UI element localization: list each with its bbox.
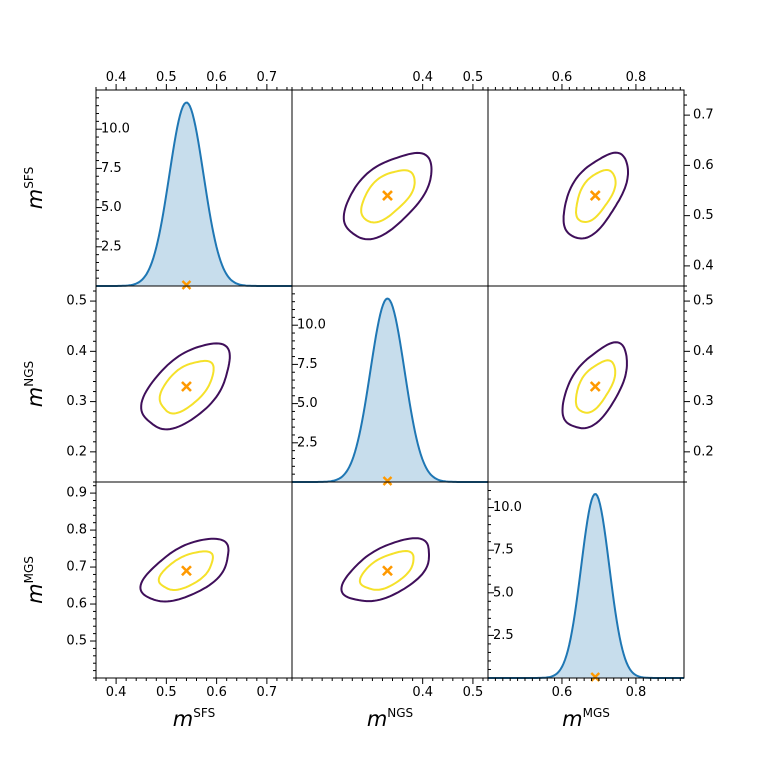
- density-tick-label: 2.5: [101, 239, 122, 254]
- y-axis-label-mgs: mMGS: [22, 556, 47, 604]
- contour-inner-sfs-mgs: [157, 550, 214, 591]
- axis-superscript: NGS: [22, 361, 36, 387]
- x-axis-label-sfs: mSFS: [173, 706, 215, 731]
- best-fit-marker: [590, 672, 601, 682]
- panel-frame-1-2: [487, 285, 685, 483]
- top-tick-label: 0.6: [206, 70, 227, 85]
- contour-inner-ngs-mgs: [358, 549, 415, 591]
- right-tick-label: 0.4: [693, 344, 714, 359]
- x-axis-label-ngs: mNGS: [367, 706, 413, 731]
- density-fill-ngs: [292, 298, 488, 482]
- contour-outer-mgs-sfs: [562, 151, 629, 240]
- axis-superscript: NGS: [387, 706, 413, 720]
- left-tick-label: 0.5: [66, 294, 87, 309]
- right-tick-label: 0.6: [693, 158, 714, 173]
- right-tick-label: 0.2: [693, 444, 714, 459]
- panel-frame-0-2: [487, 89, 685, 287]
- axis-symbol: m: [367, 707, 387, 731]
- axis-superscript: SFS: [22, 167, 36, 189]
- bottom-tick-label: 0.6: [206, 685, 227, 700]
- right-tick-label: 0.3: [693, 394, 714, 409]
- axis-symbol: m: [173, 707, 193, 731]
- bottom-tick-label: 0.6: [552, 685, 573, 700]
- best-fit-marker: [181, 381, 192, 392]
- bottom-tick-label: 0.8: [626, 685, 647, 700]
- left-tick-label: 0.5: [66, 634, 87, 649]
- axis-symbol: m: [23, 583, 47, 603]
- top-tick-label: 0.4: [106, 70, 127, 85]
- contour-inner-ngs-sfs: [360, 169, 416, 224]
- best-fit-marker: [382, 190, 393, 201]
- left-tick-label: 0.8: [66, 523, 87, 538]
- left-tick-label: 0.3: [66, 394, 87, 409]
- panel-frame-2-2: [487, 481, 685, 679]
- best-fit-marker: [181, 280, 192, 290]
- right-tick-label: 0.5: [693, 208, 714, 223]
- bottom-tick-label: 0.4: [106, 685, 127, 700]
- top-tick-label: 0.4: [412, 70, 433, 85]
- left-tick-label: 0.2: [66, 444, 87, 459]
- bottom-tick-label: 0.4: [412, 685, 433, 700]
- top-tick-label: 0.5: [156, 70, 177, 85]
- right-tick-label: 0.5: [693, 294, 714, 309]
- y-axis-label-ngs: mNGS: [22, 361, 47, 407]
- density-tick-label: 5.0: [101, 200, 122, 215]
- density-tick-label: 2.5: [297, 435, 318, 450]
- best-fit-marker: [382, 565, 393, 577]
- contour-outer-sfs-ngs: [140, 342, 231, 431]
- bottom-tick-label: 0.7: [257, 685, 278, 700]
- left-tick-label: 0.7: [66, 560, 87, 575]
- right-tick-label: 0.4: [693, 258, 714, 273]
- contour-inner-mgs-sfs: [574, 169, 617, 224]
- axis-symbol: m: [562, 707, 582, 731]
- panel-frame-0-1: [291, 89, 489, 287]
- contour-outer-ngs-sfs: [342, 151, 433, 241]
- density-tick-label: 10.0: [297, 318, 326, 333]
- contour-outer-mgs-ngs: [561, 341, 628, 430]
- best-fit-marker: [589, 381, 601, 392]
- density-fill-mgs: [488, 494, 684, 678]
- density-tick-label: 10.0: [101, 122, 130, 137]
- best-fit-marker: [181, 565, 192, 577]
- right-tick-label: 0.7: [693, 108, 714, 123]
- contour-outer-sfs-mgs: [139, 537, 230, 603]
- density-tick-label: 5.0: [297, 396, 318, 411]
- density-fill-sfs: [96, 102, 292, 286]
- axis-superscript: SFS: [193, 706, 215, 720]
- contour-outer-ngs-mgs: [340, 537, 430, 603]
- panel-frame-2-1: [291, 481, 489, 679]
- corner-plot-layer: 2.5 5.0 7.5 10.0 2.5 5.0 7.5 10.0 2.5 5.0 7.5 10.0 0…: [22, 70, 714, 731]
- axis-symbol: m: [23, 387, 47, 407]
- left-tick-label: 0.4: [66, 344, 87, 359]
- density-tick-label: 7.5: [493, 543, 514, 558]
- top-tick-label: 0.6: [552, 70, 573, 85]
- density-tick-label: 10.0: [493, 500, 522, 515]
- left-tick-label: 0.6: [66, 597, 87, 612]
- bottom-tick-label: 0.5: [156, 685, 177, 700]
- top-tick-label: 0.7: [257, 70, 278, 85]
- best-fit-marker: [589, 190, 601, 201]
- axis-superscript: MGS: [583, 706, 610, 720]
- density-tick-label: 2.5: [493, 628, 514, 643]
- top-tick-label: 0.5: [463, 70, 484, 85]
- density-tick-label: 7.5: [101, 161, 122, 176]
- bottom-tick-label: 0.5: [463, 685, 484, 700]
- best-fit-marker: [382, 476, 393, 486]
- top-tick-label: 0.8: [626, 70, 647, 85]
- axis-superscript: MGS: [22, 556, 36, 583]
- left-tick-label: 0.9: [66, 486, 87, 501]
- panel-frame-1-0: [95, 285, 293, 483]
- x-axis-label-mgs: mMGS: [562, 706, 610, 731]
- contour-inner-mgs-ngs: [574, 359, 617, 414]
- axis-symbol: m: [23, 189, 47, 209]
- y-axis-label-sfs: mSFS: [22, 167, 47, 209]
- contour-inner-sfs-ngs: [158, 359, 215, 415]
- density-tick-label: 5.0: [493, 585, 514, 600]
- panel-frame-2-0: [95, 481, 293, 679]
- density-tick-label: 7.5: [297, 357, 318, 372]
